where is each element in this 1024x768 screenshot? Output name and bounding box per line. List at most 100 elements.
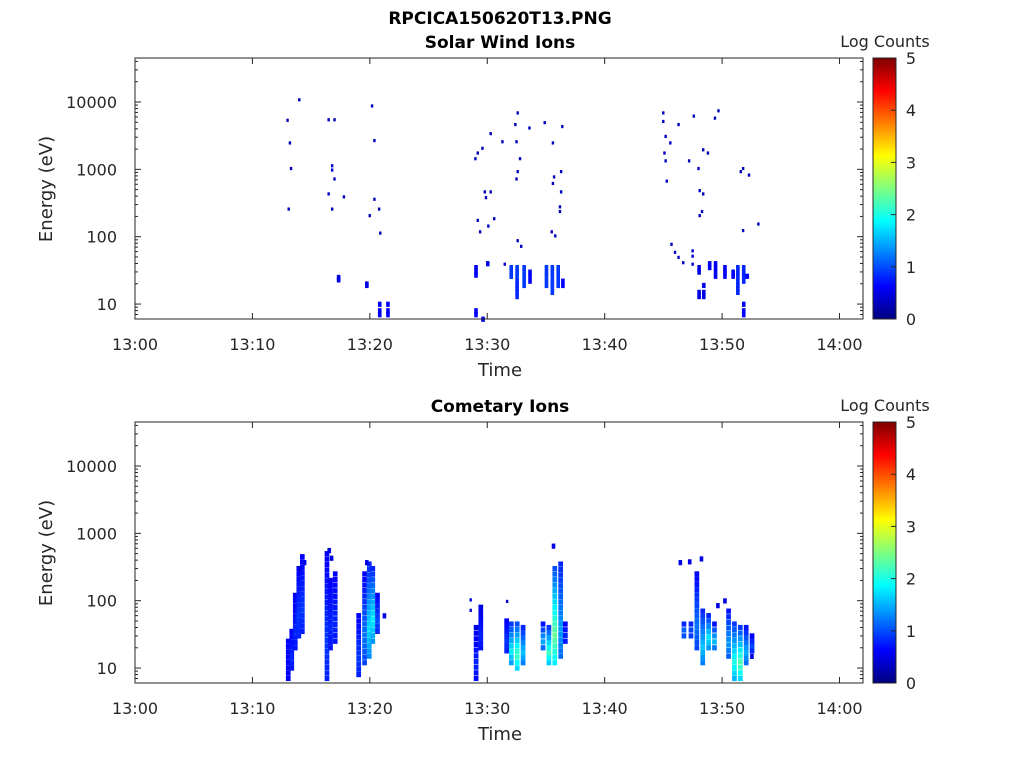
heatmap-cell <box>697 166 700 171</box>
heatmap-cell <box>550 269 555 275</box>
heatmap-cell <box>514 637 520 644</box>
heatmap-cell <box>713 265 718 271</box>
heatmap-cell <box>514 122 517 127</box>
heatmap-cell <box>473 670 479 676</box>
heatmap-cell <box>552 649 558 655</box>
heatmap-cell <box>366 626 372 632</box>
heatmap-cell <box>692 114 696 118</box>
heatmap-cell <box>324 589 330 595</box>
heatmap-cell <box>365 560 369 566</box>
heatmap-cell <box>546 650 552 656</box>
heatmap-cell <box>561 124 564 129</box>
heatmap-cell <box>694 618 700 624</box>
heatmap-cell <box>504 628 509 634</box>
heatmap-cell <box>362 649 367 655</box>
heatmap-cell <box>713 116 717 120</box>
heatmap-cell <box>299 580 305 586</box>
heatmap-cell <box>737 647 743 653</box>
heatmap-cell <box>324 654 330 660</box>
heatmap-cell <box>552 632 558 638</box>
heatmap-cell <box>478 230 482 234</box>
heatmap-cell <box>552 565 558 572</box>
heatmap-cell <box>473 624 479 631</box>
heatmap-cell <box>324 605 330 611</box>
heatmap-cell <box>328 619 333 625</box>
solar-wind-ions-panel: Solar Wind Ions Log Counts Energy (eV) T… <box>36 32 930 381</box>
heatmap-cell <box>289 649 295 655</box>
heatmap-cell <box>514 632 520 638</box>
heatmap-cell <box>366 583 372 589</box>
heatmap-cell <box>544 273 549 279</box>
heatmap-cell <box>732 659 737 665</box>
heatmap-cell <box>515 265 519 271</box>
heatmap-cell <box>478 609 484 615</box>
colorbar <box>872 421 897 684</box>
heatmap-cell <box>552 637 558 644</box>
heatmap-cell <box>362 632 367 638</box>
heatmap-cell <box>289 639 295 645</box>
heatmap-cell <box>741 265 746 271</box>
heatmap-cell <box>501 140 504 144</box>
heatmap-cell <box>707 261 712 267</box>
heatmap-cell <box>558 205 562 209</box>
heatmap-cell <box>362 604 367 610</box>
heatmap-cell <box>687 559 692 565</box>
heatmap-cell <box>296 597 302 603</box>
heatmap-cell <box>324 665 330 671</box>
heatmap-cell <box>550 278 555 284</box>
heatmap-cell <box>688 621 694 627</box>
heatmap-cell <box>299 570 305 576</box>
heatmap-cell <box>299 559 305 565</box>
heatmap-cell <box>478 624 484 631</box>
heatmap-cell <box>694 634 700 640</box>
heatmap-cell <box>298 98 301 102</box>
heatmap-cell <box>377 312 382 318</box>
heatmap-cell <box>328 608 333 615</box>
heatmap-cell <box>386 312 390 318</box>
heatmap-cell <box>736 273 740 279</box>
heatmap-cell <box>757 222 760 226</box>
heatmap-cell <box>737 664 743 670</box>
heatmap-cell <box>375 628 380 635</box>
heatmap-cell <box>520 660 526 666</box>
heatmap-cell <box>700 608 706 614</box>
heatmap-cell <box>702 282 706 289</box>
heatmap-cell <box>333 118 336 122</box>
heatmap-cell <box>370 582 376 588</box>
heatmap-cell <box>723 265 727 271</box>
heatmap-cell <box>737 653 743 659</box>
heatmap-cell <box>687 159 691 163</box>
heatmap-cell <box>723 598 727 604</box>
heatmap-cell <box>473 636 479 642</box>
heatmap-cell <box>743 629 749 636</box>
heatmap-cell <box>737 624 743 631</box>
heatmap-cell <box>706 613 711 619</box>
heatmap-cell <box>700 649 706 656</box>
heatmap-cell <box>736 278 740 284</box>
heatmap-cell <box>292 613 298 619</box>
heatmap-cell <box>476 218 479 222</box>
heatmap-cell <box>375 592 380 598</box>
heatmap-cell <box>370 104 374 108</box>
heatmap-cell <box>299 586 305 592</box>
heatmap-cell <box>741 312 746 318</box>
heatmap-cell <box>558 637 564 643</box>
heatmap-cell <box>558 593 564 600</box>
heatmap-cell <box>478 645 484 651</box>
heatmap-cell <box>546 624 552 631</box>
heatmap-cell <box>296 602 302 608</box>
y-tick-label: 100 <box>86 228 117 247</box>
heatmap-cell <box>366 572 372 578</box>
heatmap-cell <box>550 282 555 289</box>
heatmap-cell <box>324 556 330 562</box>
heatmap-cell <box>366 566 372 573</box>
heatmap-cell <box>706 151 710 155</box>
x-tick-label: 13:30 <box>464 335 510 354</box>
heatmap-cell <box>515 282 519 289</box>
heatmap-cell <box>723 273 727 279</box>
heatmap-cell <box>556 282 561 289</box>
heatmap-cell <box>515 140 518 144</box>
heatmap-cell <box>285 659 291 666</box>
heatmap-cell <box>551 141 555 145</box>
heatmap-cell <box>540 633 546 639</box>
